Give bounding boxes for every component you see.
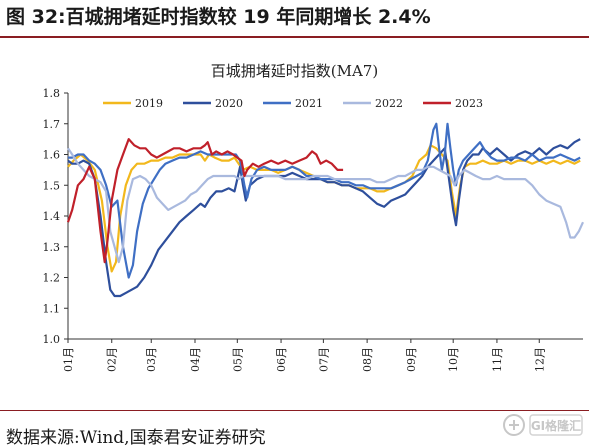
- x-tick-label: 04月: [189, 347, 202, 372]
- series-line-2023: [66, 138, 344, 264]
- series-layer: [66, 122, 585, 298]
- y-tick-label: 1.6: [43, 149, 61, 162]
- x-tick-label: 05月: [231, 347, 244, 372]
- y-tick-label: 1.3: [43, 241, 61, 254]
- legend-label-2021: 2021: [295, 97, 323, 110]
- x-tick-label: 02月: [106, 347, 119, 372]
- series-line-2019: [67, 144, 581, 273]
- gelonghui-watermark-logo: GI格隆汇: [503, 414, 583, 436]
- y-tick-label: 1.5: [43, 179, 61, 192]
- legend: 2019 2020 2021 2022 2023: [103, 97, 483, 110]
- y-tick-label: 1.4: [43, 210, 61, 223]
- legend-label-2022: 2022: [375, 97, 403, 110]
- x-tick-label: 10月: [447, 347, 460, 372]
- title-rule: [0, 36, 589, 38]
- legend-label-2023: 2023: [455, 97, 483, 110]
- x-tick-label: 11月: [491, 347, 504, 372]
- y-tick-label: 1.2: [43, 272, 61, 285]
- y-tick-label: 1.7: [43, 118, 61, 131]
- y-tick-label: 1.0: [43, 333, 61, 346]
- x-tick-label: 08月: [361, 347, 374, 372]
- legend-label-2019: 2019: [135, 97, 163, 110]
- watermark-text: GI格隆汇: [531, 418, 581, 433]
- y-tick-label: 1.1: [43, 302, 61, 315]
- x-tick-label: 07月: [317, 347, 330, 372]
- x-tick-label: 01月: [62, 347, 75, 372]
- x-tick-label: 03月: [145, 347, 158, 372]
- line-chart: 1.0 1.1 1.2 1.3 1.4 1.5 1.6 1.7 1.8 01月 02月 03月 04月 0…: [43, 87, 585, 372]
- bottom-rule: [0, 410, 589, 411]
- chart-title: 百城拥堵延时指数(MA7): [210, 62, 379, 80]
- data-source: 数据来源:Wind,国泰君安证券研究: [6, 428, 266, 448]
- x-tick-label: 12月: [533, 347, 546, 372]
- y-tick-label: 1.8: [43, 87, 61, 100]
- series-line-2022: [67, 147, 585, 264]
- series-line-2020: [67, 138, 581, 298]
- x-tick-label: 06月: [275, 347, 288, 372]
- figure-title: 图 32:百城拥堵延时指数较 19 年同期增长 2.4%: [6, 6, 431, 28]
- axes: 1.0 1.1 1.2 1.3 1.4 1.5 1.6 1.7 1.8 01月 02月 03月 04月 0…: [43, 87, 583, 372]
- series-line-2021: [68, 122, 581, 279]
- x-tick-label: 09月: [405, 347, 418, 372]
- legend-label-2020: 2020: [215, 97, 243, 110]
